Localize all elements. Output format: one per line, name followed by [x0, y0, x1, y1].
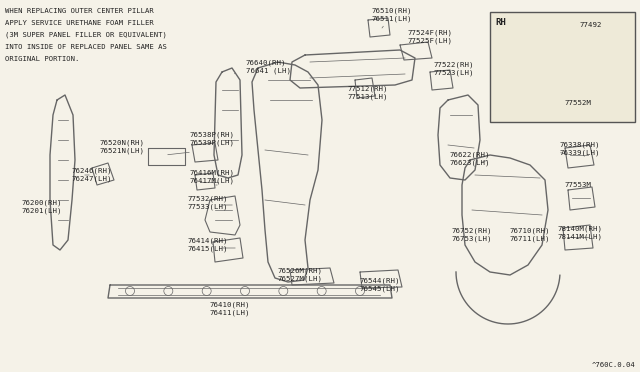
Text: ^760C.0.04: ^760C.0.04 [591, 362, 635, 368]
Text: 76640(RH)
76641 (LH): 76640(RH) 76641 (LH) [246, 60, 291, 74]
Text: ORIGINAL PORTION.: ORIGINAL PORTION. [5, 56, 79, 62]
Text: 76752(RH)
76753(LH): 76752(RH) 76753(LH) [452, 228, 493, 243]
Text: 76526M(RH)
76527M(LH): 76526M(RH) 76527M(LH) [278, 268, 323, 282]
Text: 77532(RH)
77533(LH): 77532(RH) 77533(LH) [188, 196, 228, 211]
Text: 77524F(RH)
77525F(LH): 77524F(RH) 77525F(LH) [408, 30, 453, 45]
Bar [490, 12, 635, 122]
Text: 78140M(RH)
78141M(LH): 78140M(RH) 78141M(LH) [558, 225, 603, 240]
Text: 76622(RH)
76623(LH): 76622(RH) 76623(LH) [450, 152, 490, 167]
Text: 76246(RH)
76247(LH): 76246(RH) 76247(LH) [72, 168, 113, 183]
Text: 76410(RH)
76411(LH): 76410(RH) 76411(LH) [210, 302, 250, 317]
Text: 76414(RH)
76415(LH): 76414(RH) 76415(LH) [188, 238, 228, 253]
Text: 76710(RH)
76711(LH): 76710(RH) 76711(LH) [510, 228, 550, 243]
Text: INTO INSIDE OF REPLACED PANEL SAME AS: INTO INSIDE OF REPLACED PANEL SAME AS [5, 44, 167, 50]
Text: APPLY SERVICE URETHANE FOAM FILLER: APPLY SERVICE URETHANE FOAM FILLER [5, 20, 154, 26]
Text: 76338(RH)
76339(LH): 76338(RH) 76339(LH) [560, 142, 600, 157]
Text: 77553M: 77553M [565, 182, 592, 188]
Text: 76510(RH)
76511(LH): 76510(RH) 76511(LH) [372, 8, 413, 22]
Text: 77522(RH)
77523(LH): 77522(RH) 77523(LH) [434, 62, 474, 77]
Text: 77492: 77492 [580, 22, 602, 28]
Text: 76544(RH)
76545(LH): 76544(RH) 76545(LH) [360, 278, 401, 292]
Text: 77512(RH)
77513(LH): 77512(RH) 77513(LH) [348, 86, 388, 100]
Text: WHEN REPLACING OUTER CENTER PILLAR: WHEN REPLACING OUTER CENTER PILLAR [5, 8, 154, 14]
Text: 76520N(RH)
76521N(LH): 76520N(RH) 76521N(LH) [100, 140, 145, 154]
Text: (3M SUPER PANEL FILLER OR EQUIVALENT): (3M SUPER PANEL FILLER OR EQUIVALENT) [5, 32, 167, 38]
Text: 77552M: 77552M [565, 100, 592, 106]
Text: 76416M(RH)
76417M(LH): 76416M(RH) 76417M(LH) [190, 170, 235, 185]
Text: RH: RH [495, 18, 506, 27]
Text: 76200(RH)
76201(LH): 76200(RH) 76201(LH) [22, 200, 63, 215]
Text: 76538P(RH)
76539P(LH): 76538P(RH) 76539P(LH) [190, 132, 235, 147]
